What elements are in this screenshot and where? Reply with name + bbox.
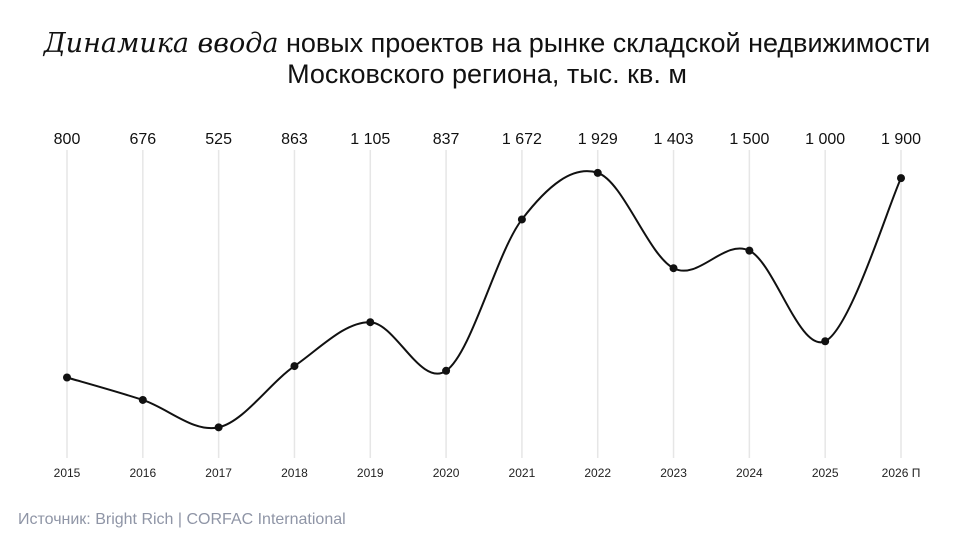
chart-title-italic: Динамика ввода <box>43 28 279 59</box>
chart-title-line-1: Динамика ввода новых проектов на рынке с… <box>0 28 974 59</box>
data-point <box>442 366 451 375</box>
x-tick-label: 2025 <box>812 466 839 480</box>
x-tick-label: 2019 <box>357 466 384 480</box>
data-point <box>290 362 299 371</box>
value-label: 525 <box>205 131 232 148</box>
data-point <box>821 337 830 346</box>
x-tick-label: 2015 <box>54 466 81 480</box>
value-label: 676 <box>129 131 156 148</box>
value-label: 1 105 <box>350 131 390 148</box>
value-label: 1 500 <box>729 131 769 148</box>
value-label: 1 403 <box>654 131 694 148</box>
data-point <box>593 168 602 177</box>
data-point <box>897 174 905 183</box>
value-label: 837 <box>433 131 460 148</box>
x-tick-label: 2024 <box>736 466 763 480</box>
data-point <box>745 246 754 255</box>
x-tick-label: 2022 <box>584 466 611 480</box>
data-point <box>517 215 526 224</box>
x-tick-label: 2026 П <box>882 466 921 480</box>
data-point <box>63 373 71 382</box>
x-tick-label: 2017 <box>205 466 232 480</box>
chart-title: Динамика ввода новых проектов на рынке с… <box>0 28 974 90</box>
data-point <box>669 264 678 273</box>
x-axis-labels: 2015 2016 2017 2018 2019 2020 2021 2022 2023 2024… <box>54 466 921 480</box>
value-label: 800 <box>54 131 81 148</box>
x-tick-label: 2018 <box>281 466 308 480</box>
value-labels: 800 676 525 863 1 105 837 1 672 1 929 1 403 1 500… <box>54 131 921 148</box>
value-label: 1 672 <box>502 131 542 148</box>
x-tick-label: 2020 <box>433 466 460 480</box>
gridlines <box>66 150 902 458</box>
source-note: Источник: Bright Rich | CORFAC Internati… <box>18 511 346 528</box>
x-tick-label: 2023 <box>660 466 687 480</box>
chart-title-rest: новых проектов на рынке складской недвиж… <box>278 28 931 58</box>
value-label: 1 929 <box>578 131 618 148</box>
value-label: 863 <box>281 131 308 148</box>
value-label: 1 000 <box>805 131 845 148</box>
data-point <box>214 423 223 432</box>
data-points <box>63 168 905 432</box>
data-point <box>138 395 147 404</box>
data-point <box>366 318 375 327</box>
x-tick-label: 2021 <box>509 466 536 480</box>
x-tick-label: 2016 <box>129 466 156 480</box>
chart-title-line-2: Московского региона, тыс. кв. м <box>287 59 687 89</box>
series-line <box>66 170 902 430</box>
value-label: 1 900 <box>881 131 921 148</box>
